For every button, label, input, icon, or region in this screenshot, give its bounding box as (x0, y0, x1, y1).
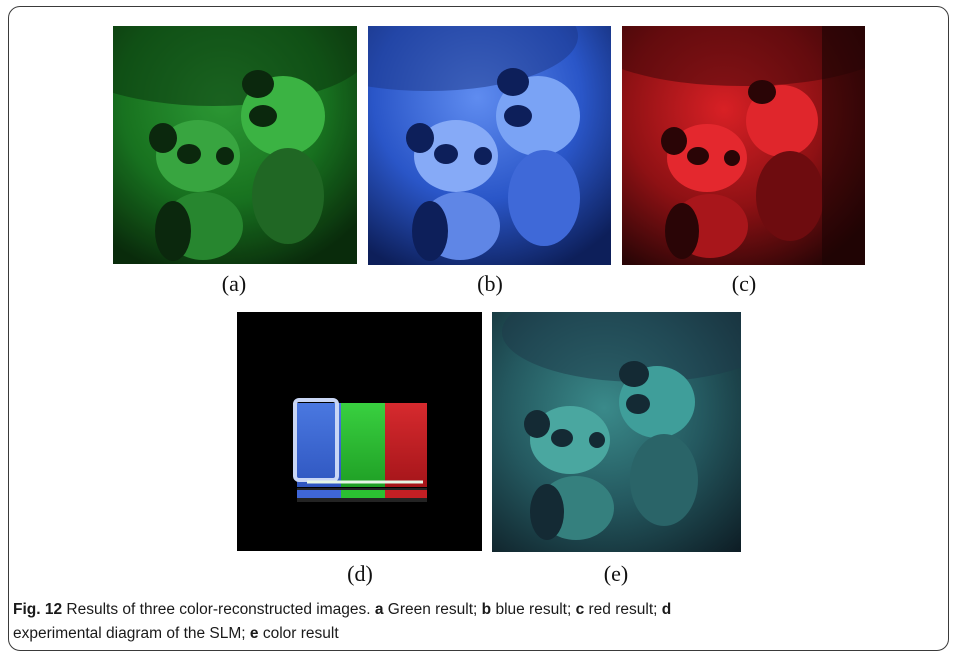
caption-key-a: a (374, 601, 384, 618)
panel-a-green-result (113, 26, 357, 264)
slm-image (237, 312, 482, 551)
panel-a-label: (a) (221, 271, 247, 296)
caption-text-e: color result (258, 625, 339, 642)
panel-b-blue-result (368, 26, 611, 265)
panel-c-label: (c) (731, 271, 757, 296)
caption-text-c: red result; (584, 601, 662, 618)
caption-key-b: b (481, 601, 492, 618)
red-panda-image (622, 26, 865, 265)
caption-title: Results of three color-reconstructed ima… (62, 601, 375, 618)
panel-e-color-result (492, 312, 741, 552)
blue-panda-image (368, 26, 611, 265)
panel-d-slm-diagram (237, 312, 482, 551)
caption-key-c: c (575, 601, 585, 618)
panel-e-label: (e) (603, 561, 629, 586)
panel-d-label: (d) (347, 561, 373, 586)
caption-text-a: Green result; (383, 601, 482, 618)
caption-key-e: e (249, 625, 259, 642)
figure-caption: Fig. 12 Results of three color-reconstru… (13, 598, 933, 646)
caption-text-d: experimental diagram of the SLM; (13, 625, 250, 642)
caption-fig-label: Fig. 12 (13, 601, 63, 618)
color-panda-image (492, 312, 741, 552)
panel-b-label: (b) (477, 271, 503, 296)
panel-c-red-result (622, 26, 865, 265)
green-panda-image (113, 26, 357, 264)
caption-text-b: blue result; (491, 601, 576, 618)
caption-key-d: d (661, 601, 672, 618)
